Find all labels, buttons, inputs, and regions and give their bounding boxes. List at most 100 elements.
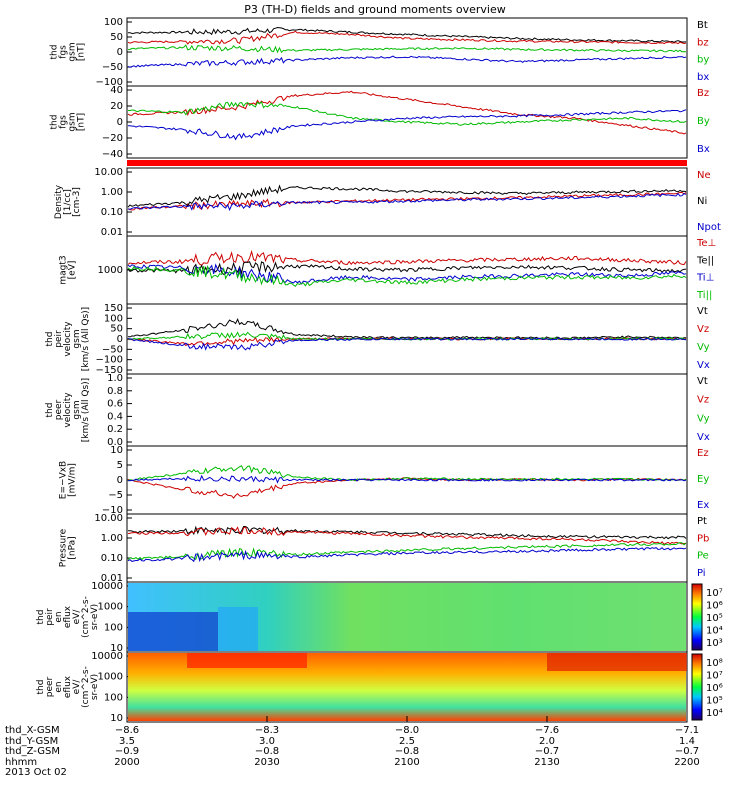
ytick-label: 100 bbox=[104, 17, 123, 28]
ephemeris-value: −8.0 bbox=[394, 725, 420, 736]
chart-title: P3 (TH-D) fields and ground moments over… bbox=[244, 3, 506, 16]
ylabel-line: gsm bbox=[68, 42, 78, 61]
ephemeris-value: −0.9 bbox=[114, 746, 140, 757]
ylabel-line: thd bbox=[45, 332, 55, 347]
series-line-Ey bbox=[127, 465, 687, 482]
ylabel-line: (cm^2-s- bbox=[81, 596, 91, 638]
ephemeris-value: 2200 bbox=[674, 756, 700, 768]
ephemeris-value: −8.3 bbox=[254, 725, 280, 736]
series-line-Pe bbox=[127, 542, 687, 561]
panel-ylabel: E=−VxB[mV/m] bbox=[59, 461, 78, 499]
ytick-label: 150 bbox=[104, 303, 123, 314]
ephemeris-value: 2130 bbox=[534, 756, 560, 768]
legend-by: by bbox=[697, 55, 709, 66]
ytick-label: −50 bbox=[102, 62, 123, 73]
ephemeris-value: 3.5 bbox=[119, 735, 135, 747]
ytick-label: 10.00 bbox=[94, 513, 123, 524]
ytick-label: −40 bbox=[102, 149, 123, 160]
ytick-label: 10000 bbox=[91, 581, 123, 592]
series-line-Ti⊥ bbox=[127, 263, 687, 285]
legend-Pt: Pt bbox=[697, 516, 707, 527]
series-line-By bbox=[128, 101, 687, 126]
ylabel-line: gsm bbox=[72, 329, 82, 348]
ytick-label: 0.0 bbox=[107, 437, 123, 448]
legend-Vy: Vy bbox=[697, 413, 710, 424]
colorbar bbox=[691, 653, 703, 721]
ytick-label: 50 bbox=[110, 324, 123, 335]
ytick-label: 10 bbox=[110, 445, 123, 456]
ylabel-line: [nPa] bbox=[68, 536, 78, 559]
ephemeris-value: 2030 bbox=[254, 756, 280, 768]
panel-2: thdfgsgsm[nT] 40 20 0 −20 −40 Bz By Bx bbox=[50, 85, 710, 160]
legend-Pb: Pb bbox=[697, 533, 709, 544]
ylabel-line: [mV/m] bbox=[68, 463, 78, 497]
ylabel-line: peir bbox=[54, 330, 64, 348]
ytick-label: 0 bbox=[117, 47, 123, 58]
series-line-Ni bbox=[127, 184, 687, 208]
legend-By: By bbox=[697, 116, 710, 127]
ylabel-line: gsm bbox=[72, 400, 82, 419]
panel-frame bbox=[126, 167, 688, 237]
colorbar-tick-label: 10³ bbox=[706, 638, 723, 649]
legend-Ti||: Ti|| bbox=[696, 290, 712, 301]
ylabel-line: thd bbox=[36, 680, 46, 695]
ylabel-line: fgs bbox=[59, 45, 69, 59]
date-label: 2013 Oct 02 bbox=[5, 767, 67, 778]
ephemeris-value: −0.8 bbox=[254, 746, 280, 757]
panel-ylabel: thdpeirvelocitygsm[km/s (All Qs)] bbox=[45, 307, 91, 371]
ylabel-line: peer bbox=[45, 676, 55, 697]
series-line-Vx bbox=[127, 337, 687, 351]
series-line-bx bbox=[127, 55, 687, 68]
series-line-Pb bbox=[127, 526, 687, 545]
colorbar-tick-label: 10⁶ bbox=[706, 683, 723, 694]
ylabel-line: thd bbox=[36, 610, 46, 625]
ylabel-line: magt3 bbox=[59, 255, 69, 284]
ytick-label: −10 bbox=[102, 505, 123, 516]
ytick-label: 1000 bbox=[98, 672, 123, 683]
legend-Vz: Vz bbox=[697, 395, 709, 406]
ytick-label: 0.01 bbox=[101, 573, 123, 584]
ephemeris-value: 2.0 bbox=[539, 735, 555, 747]
panel-frame bbox=[126, 17, 688, 87]
ylabel-line: E=−VxB bbox=[59, 461, 69, 499]
spectrogram-lowflux-region bbox=[128, 612, 218, 651]
panel-ylabel: thdpeirenefluxeV/(cm^2-s-sr-eV) bbox=[36, 596, 100, 638]
legend-Bx: Bx bbox=[697, 144, 710, 155]
panel-9: thdpeirenefluxeV/(cm^2-s-sr-eV) 10000 1000… bbox=[36, 581, 723, 654]
legend-Pi: Pi bbox=[697, 568, 706, 579]
series-line-by bbox=[127, 44, 687, 54]
legend-Te⊥: Te⊥ bbox=[696, 238, 716, 249]
ytick-label: 0.10 bbox=[101, 553, 123, 564]
legend-bz: bz bbox=[697, 37, 709, 48]
ylabel-line: eflux bbox=[63, 675, 73, 698]
ytick-label: −100 bbox=[96, 355, 123, 366]
ylabel-line: peer bbox=[54, 399, 64, 420]
ephemeris-value: −7.6 bbox=[534, 725, 560, 736]
panel-ylabel: thdfgsgsm[nT] bbox=[50, 42, 87, 61]
ylabel-line: [km/s (All Qs)] bbox=[81, 378, 91, 442]
ytick-label: −100 bbox=[96, 77, 123, 88]
colorbar-tick-label: 10⁵ bbox=[706, 613, 723, 624]
legend-Vy: Vy bbox=[697, 342, 710, 353]
panel-ylabel: thdfgsgsm[nT] bbox=[50, 112, 87, 131]
ytick-label: 1.0 bbox=[107, 373, 123, 384]
series-line-bz bbox=[127, 30, 687, 45]
colorbar-tick-label: 10⁴ bbox=[706, 708, 723, 719]
ytick-label: 40 bbox=[110, 85, 123, 96]
legend-Vx: Vx bbox=[697, 432, 710, 443]
spectrogram-highflux-region bbox=[187, 653, 307, 668]
ylabel-line: en bbox=[54, 681, 64, 692]
ytick-label: 0.01 bbox=[101, 227, 123, 238]
legend-Ez: Ez bbox=[697, 448, 709, 459]
panel-ylabel: magt3[eV] bbox=[59, 255, 78, 284]
spectrogram-highflux-region bbox=[547, 653, 687, 671]
legend-Vt: Vt bbox=[697, 376, 708, 387]
panel-frame bbox=[126, 513, 688, 583]
ephemeris-value: 2.5 bbox=[399, 735, 415, 747]
ytick-label: 0.10 bbox=[101, 207, 123, 218]
ylabel-line: gsm bbox=[68, 112, 78, 131]
legend-Bz: Bz bbox=[697, 88, 709, 99]
series-line-Ex bbox=[127, 474, 687, 484]
ephemeris-value: −0.7 bbox=[674, 746, 700, 757]
